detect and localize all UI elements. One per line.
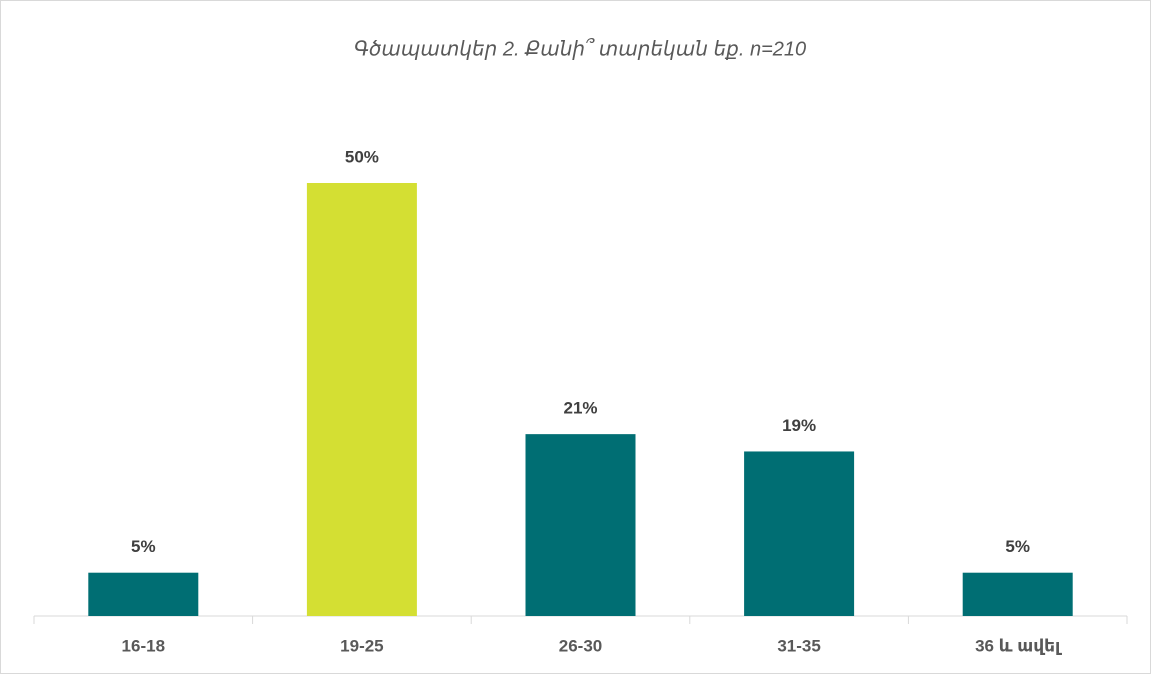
bar bbox=[744, 451, 855, 616]
bar bbox=[962, 572, 1073, 616]
x-tick-label: 19-25 bbox=[340, 636, 383, 655]
bar bbox=[306, 183, 417, 616]
value-label: 21% bbox=[563, 399, 597, 418]
x-tick-label: 26-30 bbox=[559, 636, 602, 655]
value-label: 5% bbox=[131, 537, 156, 556]
value-label: 5% bbox=[1005, 537, 1030, 556]
x-tick-label: 31-35 bbox=[777, 636, 820, 655]
x-tick-label: 16-18 bbox=[122, 636, 165, 655]
value-label: 50% bbox=[345, 147, 379, 166]
chart-title: Գծապատկեր 2. Քանի՞ տարեկան եք. n=210 bbox=[354, 38, 806, 60]
bar bbox=[525, 434, 636, 616]
x-tick-label: 36 և ավել bbox=[975, 636, 1062, 655]
bar bbox=[88, 572, 199, 616]
value-label: 19% bbox=[782, 416, 816, 435]
